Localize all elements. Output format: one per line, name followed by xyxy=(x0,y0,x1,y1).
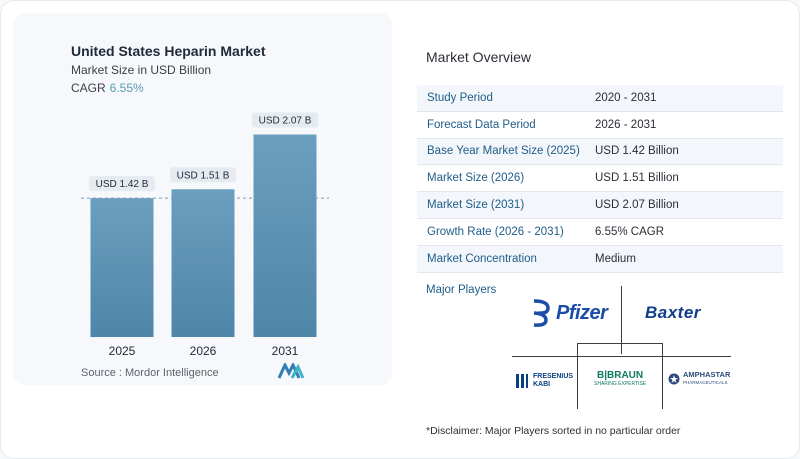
pfizer-swirl-icon xyxy=(533,299,550,327)
bar-2025 xyxy=(90,198,154,337)
row-value: USD 1.51 Billion xyxy=(595,172,679,185)
overview-row: Market Size (2026) USD 1.51 Billion xyxy=(417,165,783,193)
divider xyxy=(577,343,663,344)
overview-row: Market Concentration Medium xyxy=(417,245,783,273)
bar-2031 xyxy=(253,134,317,337)
braun-wordmark: B|BRAUN xyxy=(597,370,644,381)
bar-chart: USD 1.42 B 2025 USD 1.51 B 2026 USD 2.07 B 20… xyxy=(81,112,329,358)
row-label: Growth Rate (2026 - 2031) xyxy=(427,225,564,238)
row-label: Market Size (2031) xyxy=(427,199,525,212)
pfizer-wordmark: Pfizer xyxy=(556,301,608,324)
data-label-box xyxy=(252,112,318,128)
data-label: USD 1.51 B xyxy=(177,170,230,181)
cagr: CAGR 6.55% xyxy=(71,81,144,95)
divider xyxy=(662,343,663,409)
row-label: Study Period xyxy=(427,91,493,104)
row-value: USD 2.07 Billion xyxy=(595,199,679,212)
baxter-logo: Baxter xyxy=(645,303,701,322)
overview-row: Forecast Data Period 2026 - 2031 xyxy=(417,112,783,139)
overview-table: Study Period 2020 - 2031 Forecast Data Pe… xyxy=(417,85,783,273)
row-value: Medium xyxy=(595,252,636,265)
amphastar-logo: AMPHASTAR PHARMACEUTICALS xyxy=(668,371,730,387)
mordor-logo-icon xyxy=(278,363,304,379)
chart-subtitle: Market Size in USD Billion xyxy=(71,63,212,77)
overview-row: Study Period 2020 - 2031 xyxy=(417,85,783,112)
amphastar-tagline: PHARMACEUTICALS xyxy=(683,380,728,385)
row-value: 2026 - 2031 xyxy=(595,118,657,131)
amphastar-wordmark: AMPHASTAR xyxy=(683,370,731,379)
row-label: Base Year Market Size (2025) xyxy=(427,145,580,158)
fresenius-line1: FRESENIUS xyxy=(533,373,574,380)
overview-title: Market Overview xyxy=(426,49,532,65)
divider xyxy=(621,286,622,354)
cagr-label: CAGR xyxy=(71,81,106,95)
data-label-box xyxy=(170,167,236,183)
row-value: 6.55% CAGR xyxy=(595,225,665,238)
fresenius-logo: FRESENIUS KABI xyxy=(515,373,573,389)
row-label: Forecast Data Period xyxy=(427,118,536,131)
x-tick-label: 2031 xyxy=(272,344,299,358)
x-tick-label: 2025 xyxy=(109,344,136,358)
fresenius-mark-icon xyxy=(516,374,528,388)
amphastar-star-icon xyxy=(668,373,680,385)
disclaimer: *Disclaimer: Major Players sorted in no … xyxy=(426,425,681,437)
bar-2026 xyxy=(171,189,235,337)
source-text: Source : Mordor Intelligence xyxy=(81,367,219,379)
row-label: Market Size (2026) xyxy=(427,172,525,185)
overview-row: Growth Rate (2026 - 2031) 6.55% CAGR xyxy=(417,219,783,246)
data-label-box xyxy=(89,176,155,192)
overview-row: Market Size (2031) USD 2.07 Billion xyxy=(417,192,783,219)
braun-tagline: SHARING EXPERTISE xyxy=(594,381,647,387)
divider xyxy=(577,343,578,409)
overview-row: Base Year Market Size (2025) USD 1.42 Bil… xyxy=(417,138,783,166)
x-tick-label: 2026 xyxy=(190,344,217,358)
chart-title: United States Heparin Market xyxy=(71,43,266,59)
braun-logo: B|BRAUN SHARING EXPERTISE xyxy=(594,370,646,387)
major-players-label: Major Players xyxy=(426,284,497,296)
pfizer-logo: Pfizer xyxy=(530,298,608,328)
divider xyxy=(512,356,731,357)
fresenius-line2: KABI xyxy=(533,381,551,388)
cagr-value: 6.55% xyxy=(109,81,144,95)
row-value: USD 1.42 Billion xyxy=(595,145,679,158)
row-label: Market Concentration xyxy=(427,252,537,265)
data-label: USD 2.07 B xyxy=(259,116,312,127)
data-label: USD 1.42 B xyxy=(96,179,149,190)
row-value: 2020 - 2031 xyxy=(595,91,657,104)
